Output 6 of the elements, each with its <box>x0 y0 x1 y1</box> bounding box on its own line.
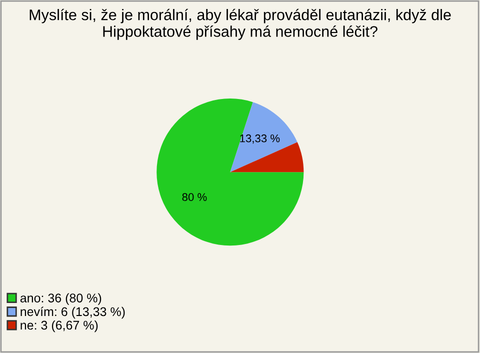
legend-label: ano: 36 (80 %) <box>20 293 102 305</box>
legend-label: nevím: 6 (13,33 %) <box>20 306 125 319</box>
legend-label: ne: 3 (6,67 %) <box>20 320 98 332</box>
chart-title: Myslíte si, že je morální, aby lékař prováděl eutanázii, když dle Hippoktatové přísahy má nemocné léčit? <box>30 8 451 40</box>
data-label: 80 % <box>182 193 207 202</box>
data-label: 13,33 % <box>240 134 280 144</box>
